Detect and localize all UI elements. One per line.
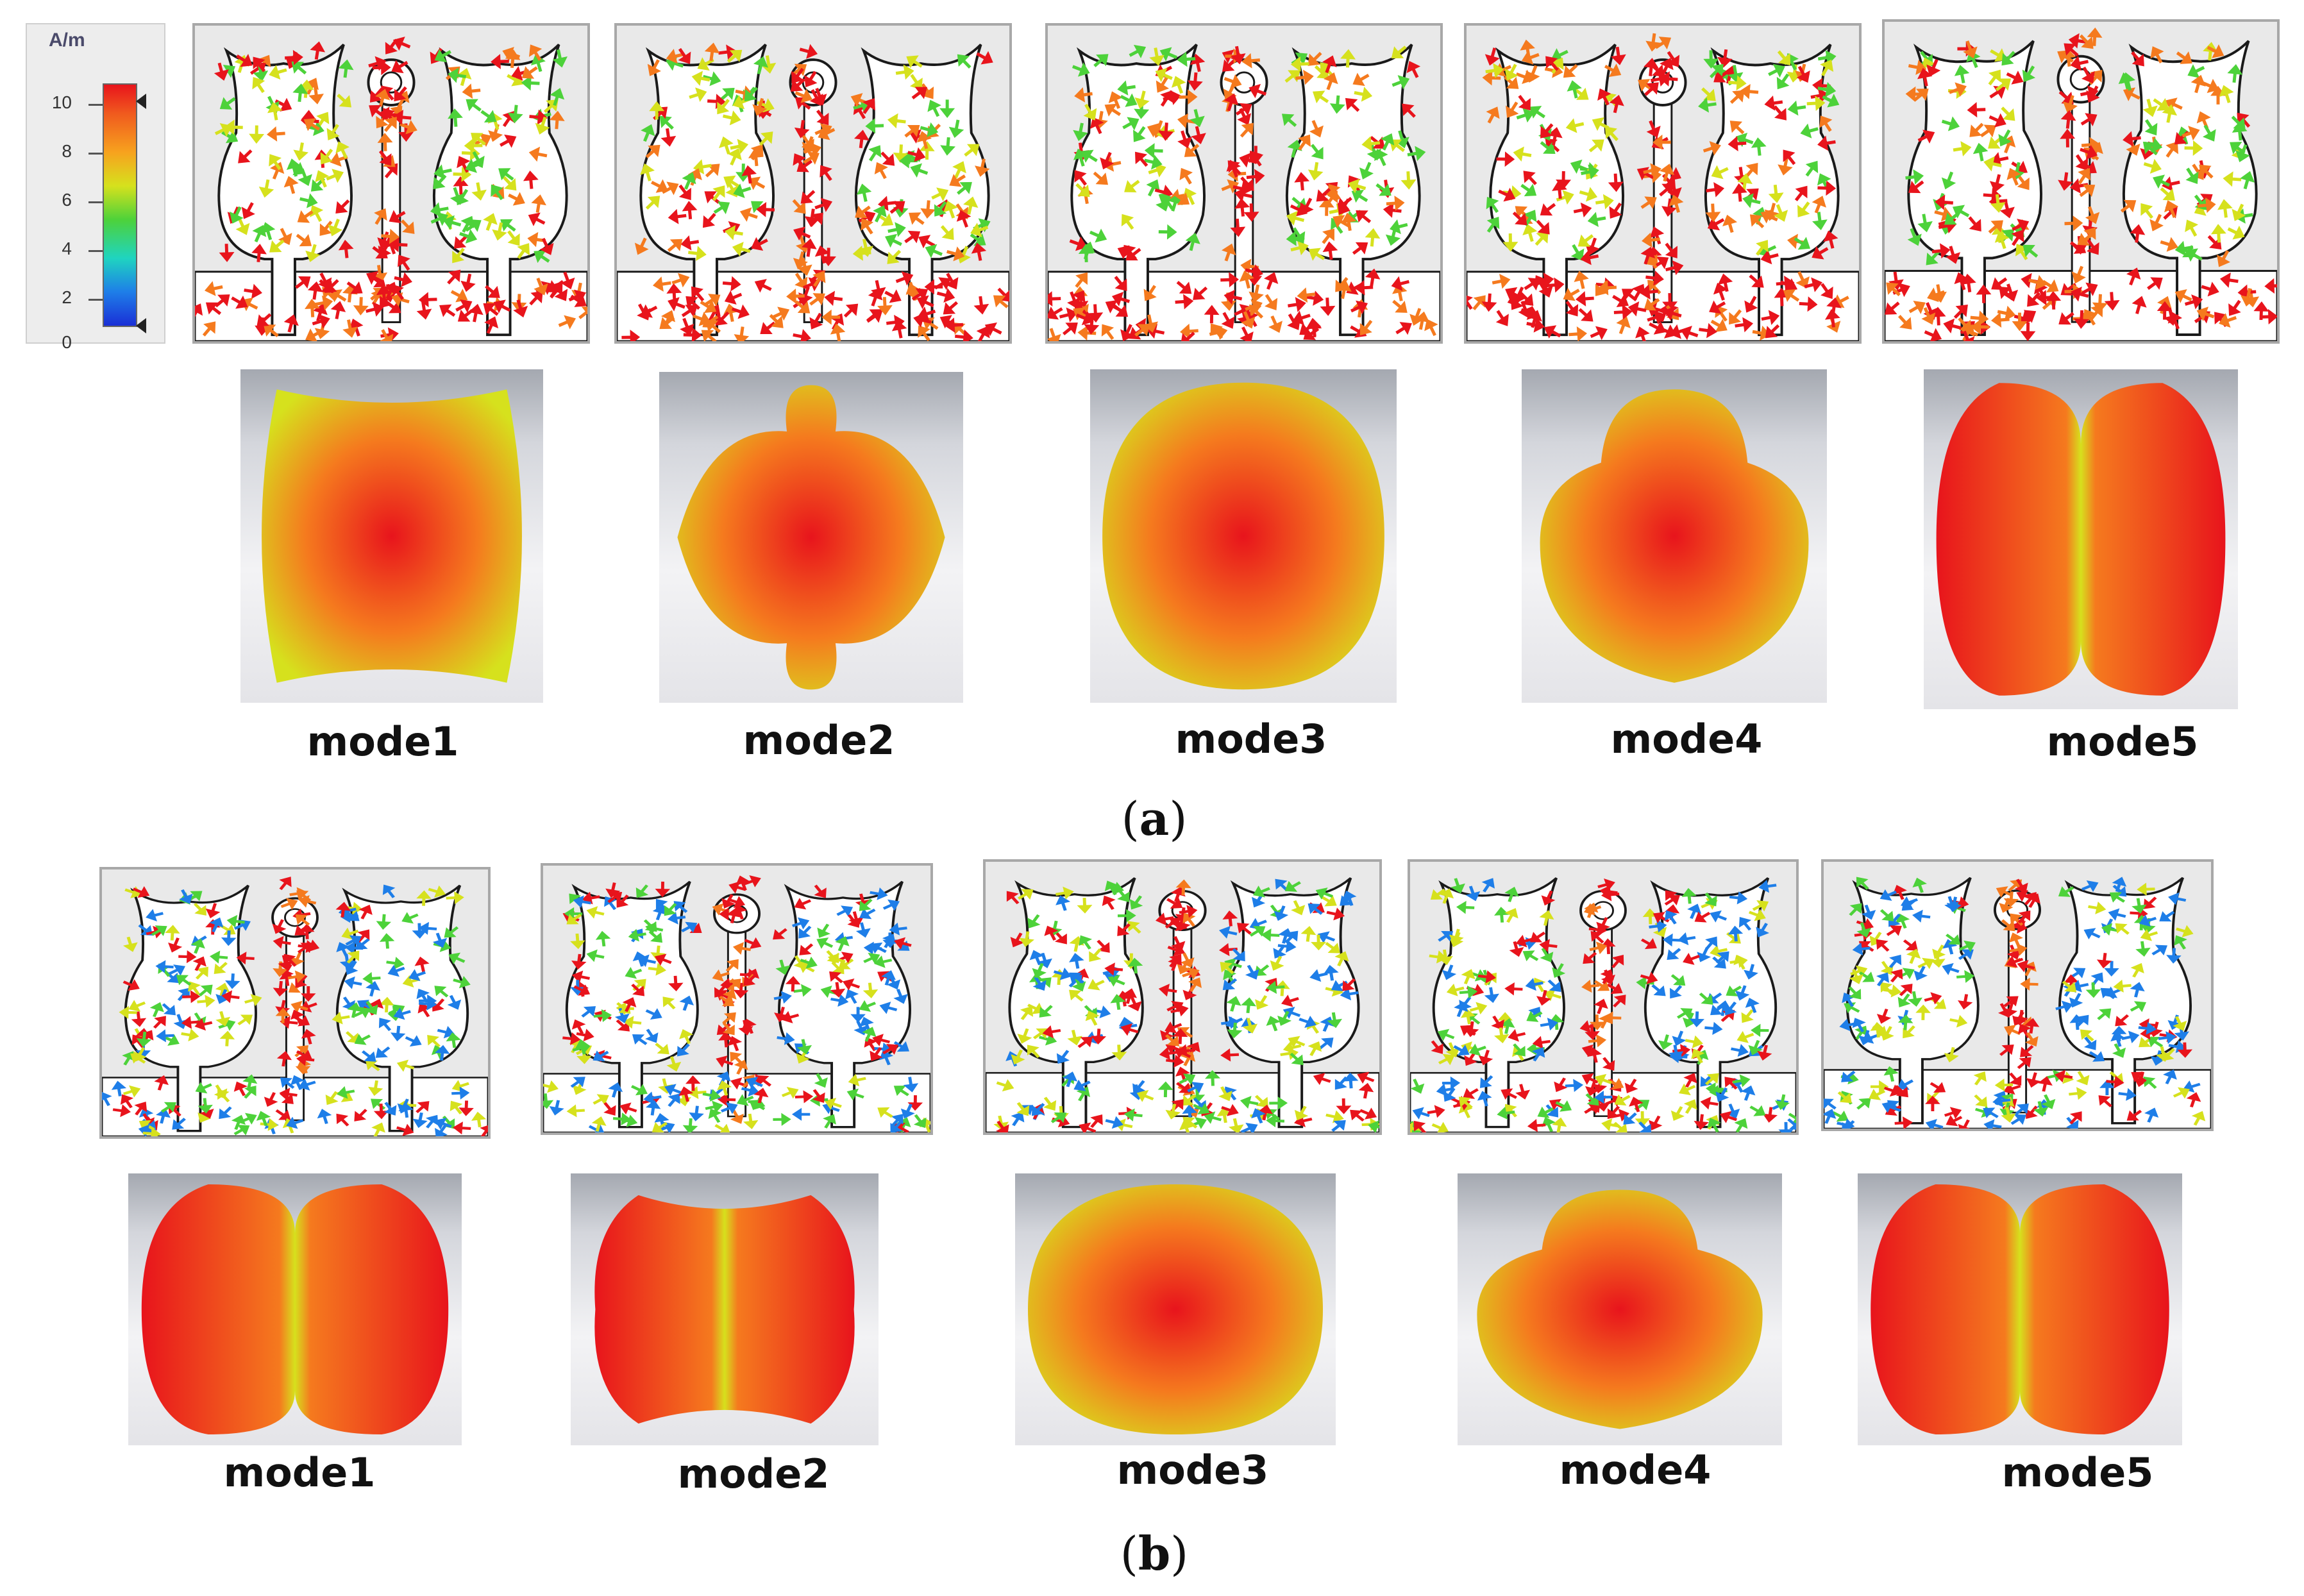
legend-min-arrow-icon bbox=[136, 318, 146, 333]
section-a-pattern-panel-4 bbox=[1522, 369, 1827, 703]
section-b-current-panel-2 bbox=[541, 863, 933, 1135]
section-b-pattern-panel-2 bbox=[571, 1173, 879, 1445]
section-a-mode3-label: mode3 bbox=[1175, 716, 1327, 762]
section-a-current-panel-3 bbox=[1045, 23, 1443, 344]
section-a-caption: (a) bbox=[1121, 791, 1188, 846]
section-a-pattern-panel-5 bbox=[1924, 369, 2238, 709]
section-b-current-panel-1 bbox=[99, 867, 491, 1139]
section-b-mode2-label: mode2 bbox=[677, 1450, 830, 1497]
section-b-mode4-label: mode4 bbox=[1559, 1447, 1711, 1493]
section-a-current-panel-4 bbox=[1464, 23, 1862, 344]
legend-tick-0: 0 bbox=[62, 332, 72, 352]
section-b-pattern-panel-4 bbox=[1458, 1173, 1782, 1445]
section-b-current-panel-5 bbox=[1821, 859, 2214, 1131]
section-a-mode2-label: mode2 bbox=[743, 717, 895, 764]
section-b-pattern-panel-1 bbox=[128, 1173, 462, 1445]
section-a-pattern-panel-2 bbox=[659, 372, 963, 703]
section-a-mode1-label: mode1 bbox=[307, 718, 459, 765]
section-a-pattern-panel-1 bbox=[240, 369, 543, 703]
section-a-pattern-panel-3 bbox=[1090, 369, 1397, 703]
legend-gradient-bar bbox=[103, 83, 137, 327]
section-b-pattern-panel-3 bbox=[1015, 1173, 1336, 1445]
legend-tick-4: 4 bbox=[62, 239, 72, 258]
section-b-current-panel-3 bbox=[983, 859, 1382, 1135]
section-b-current-panel-4 bbox=[1408, 859, 1799, 1135]
section-a-mode4-label: mode4 bbox=[1610, 716, 1763, 762]
color-scale-legend: A/m 10 8 6 4 2 0 bbox=[26, 23, 165, 352]
section-a-current-panel-2 bbox=[614, 23, 1012, 344]
section-b-caption: (b) bbox=[1120, 1526, 1189, 1581]
legend-tick-6: 6 bbox=[62, 190, 72, 210]
section-b-mode5-label: mode5 bbox=[2001, 1449, 2154, 1496]
section-b-mode3-label: mode3 bbox=[1116, 1447, 1269, 1493]
section-a-current-panel-1 bbox=[192, 23, 590, 344]
section-b-mode1-label: mode1 bbox=[223, 1449, 376, 1496]
legend-tick-2: 2 bbox=[62, 287, 72, 307]
legend-max-arrow-icon bbox=[136, 94, 146, 109]
legend-tick-10: 10 bbox=[51, 92, 72, 112]
section-a-mode5-label: mode5 bbox=[2046, 718, 2199, 765]
section-b-pattern-panel-5 bbox=[1858, 1173, 2182, 1445]
legend-tick-8: 8 bbox=[62, 141, 72, 161]
legend-unit: A/m bbox=[49, 29, 85, 51]
section-a-current-panel-5 bbox=[1882, 19, 2280, 344]
